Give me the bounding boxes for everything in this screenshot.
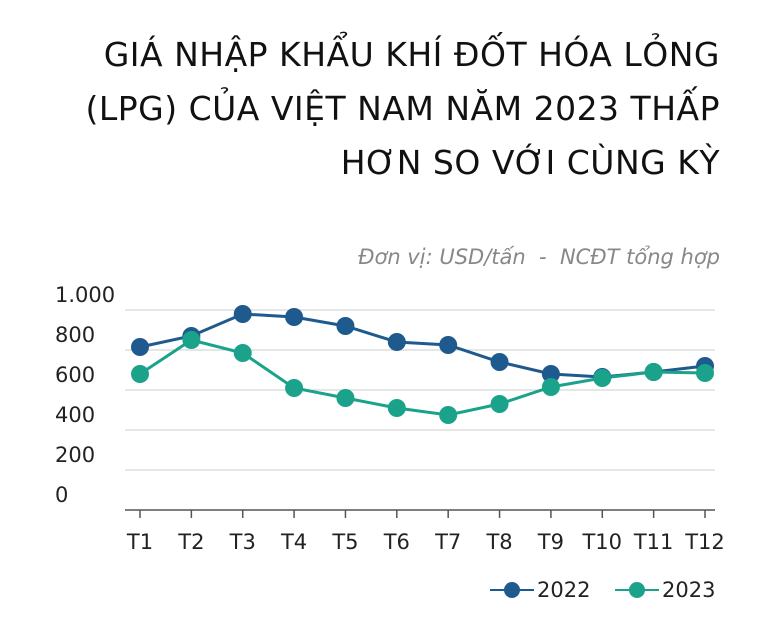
point: [336, 317, 355, 335]
point: [336, 389, 355, 407]
point: [696, 364, 714, 382]
legend-marker: [504, 582, 520, 598]
series-line: [139, 338, 706, 417]
y-tick-label: 200: [55, 443, 95, 467]
x-tick-label: T11: [633, 530, 674, 554]
x-tick-label: T9: [537, 530, 564, 554]
point: [490, 353, 509, 371]
point: [644, 363, 663, 381]
legend-label: 2023: [662, 578, 715, 602]
point: [439, 336, 458, 354]
x-tick-label: T7: [434, 530, 461, 554]
point: [182, 331, 201, 349]
y-tick-label: 0: [55, 483, 68, 507]
point: [541, 365, 560, 383]
x-tick-label: T2: [177, 530, 204, 554]
series-line: [139, 312, 706, 379]
chart-title: GIÁ NHẬP KHẨU KHÍ ĐỐT HÓA LỎNG (LPG) CỦA…: [85, 35, 720, 182]
point: [233, 305, 252, 323]
point: [387, 333, 406, 351]
point: [439, 406, 458, 424]
legend-marker: [629, 582, 645, 598]
point: [285, 379, 304, 397]
point: [541, 378, 560, 396]
y-tick-label: 400: [55, 403, 95, 427]
chart-subtitle: Đơn vị: USD/tấn - NCĐT tổng hợp: [358, 245, 720, 269]
legend-label: 2022: [537, 578, 590, 602]
point: [131, 338, 149, 356]
y-tick-label: 600: [55, 363, 95, 387]
x-tick-label: T10: [581, 530, 622, 554]
point: [593, 369, 612, 387]
point: [285, 308, 304, 326]
x-tick-label: T6: [383, 530, 410, 554]
point: [490, 395, 509, 413]
x-tick-label: T1: [126, 530, 153, 554]
point: [233, 344, 252, 362]
x-tick-label: T8: [485, 530, 512, 554]
x-tick-label: T3: [229, 530, 256, 554]
point: [131, 365, 149, 383]
y-tick-label: 800: [55, 323, 95, 347]
y-tick-label: 1.000: [55, 283, 115, 307]
x-tick-label: T5: [331, 530, 358, 554]
point: [387, 399, 406, 417]
x-tick-label: T4: [280, 530, 307, 554]
x-tick-label: T12: [684, 530, 725, 554]
